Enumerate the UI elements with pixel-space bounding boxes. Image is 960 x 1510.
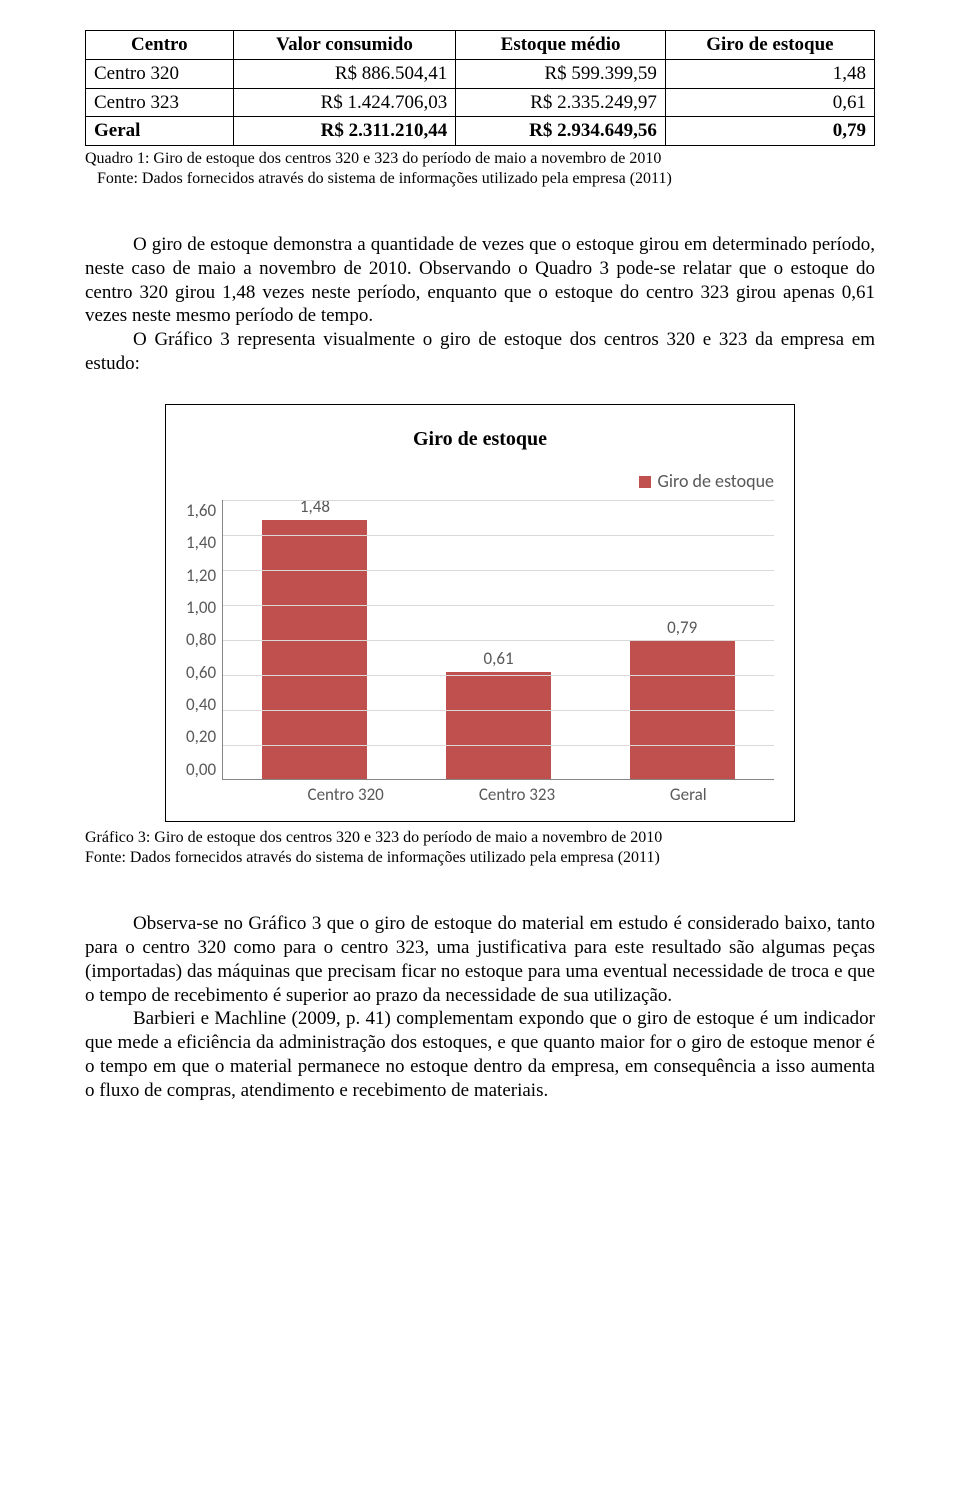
grid-line [223,710,774,711]
y-tick-label: 1,20 [186,565,216,586]
body-paragraph: O giro de estoque demonstra a quantidade… [85,233,875,328]
y-tick-label: 1,60 [186,500,216,521]
grid-line [223,745,774,746]
chart-x-axis: Centro 320 Centro 323 Geral [226,780,774,805]
chart-grid: 1,480,610,79 [222,500,774,780]
table-row: Centro 320 R$ 886.504,41 R$ 599.399,59 1… [86,59,875,88]
grid-line [223,570,774,571]
caption-source: Fonte: Dados fornecidos através do siste… [85,848,875,868]
chart-y-axis: 1,60 1,40 1,20 1,00 0,80 0,60 0,40 0,20 0,00 [186,500,222,780]
body-paragraph: Observa-se no Gráfico 3 que o giro de es… [85,912,875,1007]
bar [262,520,367,779]
grid-line [223,640,774,641]
cell-vc: R$ 2.311.210,44 [233,117,456,146]
table-header-row: Centro Valor consumido Estoque médio Gir… [86,31,875,60]
cell-label: Geral [86,117,234,146]
y-tick-label: 1,40 [186,532,216,553]
chart-caption: Gráfico 3: Giro de estoque dos centros 3… [85,828,875,868]
legend-swatch [639,476,651,488]
document-page: Centro Valor consumido Estoque médio Gir… [0,0,960,1510]
chart-title: Giro de estoque [186,427,774,452]
bar-group: 0,61 [439,648,559,779]
body-paragraph: O Gráfico 3 representa visualmente o gir… [85,328,875,376]
bar-group: 1,48 [255,496,375,779]
chart-plot: 1,60 1,40 1,20 1,00 0,80 0,60 0,40 0,20 0,00 1,4… [186,500,774,780]
col-estoque-medio: Estoque médio [456,31,666,60]
table-row-total: Geral R$ 2.311.210,44 R$ 2.934.649,56 0,… [86,117,875,146]
x-tick-label: Centro 320 [286,784,406,805]
caption-line: Gráfico 3: Giro de estoque dos centros 3… [85,828,875,848]
y-tick-label: 0,20 [186,726,216,747]
table-caption: Quadro 1: Giro de estoque dos centros 32… [85,149,875,189]
giro-estoque-table: Centro Valor consumido Estoque médio Gir… [85,30,875,146]
bar-value-label: 0,61 [483,648,513,669]
paragraph-block: Observa-se no Gráfico 3 que o giro de es… [85,912,875,1102]
body-paragraph: Barbieri e Machline (2009, p. 41) comple… [85,1007,875,1102]
grid-line [223,675,774,676]
cell-label: Centro 323 [86,88,234,117]
x-tick-label: Geral [628,784,748,805]
paragraph-block: O giro de estoque demonstra a quantidade… [85,233,875,376]
grid-line [223,605,774,606]
y-tick-label: 0,00 [186,759,216,780]
table-row: Centro 323 R$ 1.424.706,03 R$ 2.335.249,… [86,88,875,117]
bar [446,672,551,779]
y-tick-label: 0,80 [186,629,216,650]
cell-ge: 0,61 [665,88,874,117]
cell-em: R$ 2.335.249,97 [456,88,666,117]
col-giro-estoque: Giro de estoque [665,31,874,60]
bar-value-label: 1,48 [300,496,330,517]
grid-line [223,500,774,501]
caption-line: Quadro 1: Giro de estoque dos centros 32… [85,149,875,169]
grid-line [223,535,774,536]
chart-legend: Giro de estoque [186,470,774,493]
y-tick-label: 1,00 [186,597,216,618]
cell-vc: R$ 1.424.706,03 [233,88,456,117]
caption-source: Fonte: Dados fornecidos através do siste… [85,169,875,189]
bar-value-label: 0,79 [667,617,697,638]
chart-x-labels: Centro 320 Centro 323 Geral [260,780,774,805]
cell-ge: 0,79 [665,117,874,146]
x-tick-label: Centro 323 [457,784,577,805]
legend-label: Giro de estoque [657,470,774,492]
cell-label: Centro 320 [86,59,234,88]
cell-em: R$ 599.399,59 [456,59,666,88]
cell-em: R$ 2.934.649,56 [456,117,666,146]
col-centro: Centro [86,31,234,60]
giro-estoque-chart: Giro de estoque Giro de estoque 1,60 1,40… [165,404,795,823]
y-tick-label: 0,40 [186,694,216,715]
y-tick-label: 0,60 [186,662,216,683]
cell-vc: R$ 886.504,41 [233,59,456,88]
col-valor-consumido: Valor consumido [233,31,456,60]
cell-ge: 1,48 [665,59,874,88]
